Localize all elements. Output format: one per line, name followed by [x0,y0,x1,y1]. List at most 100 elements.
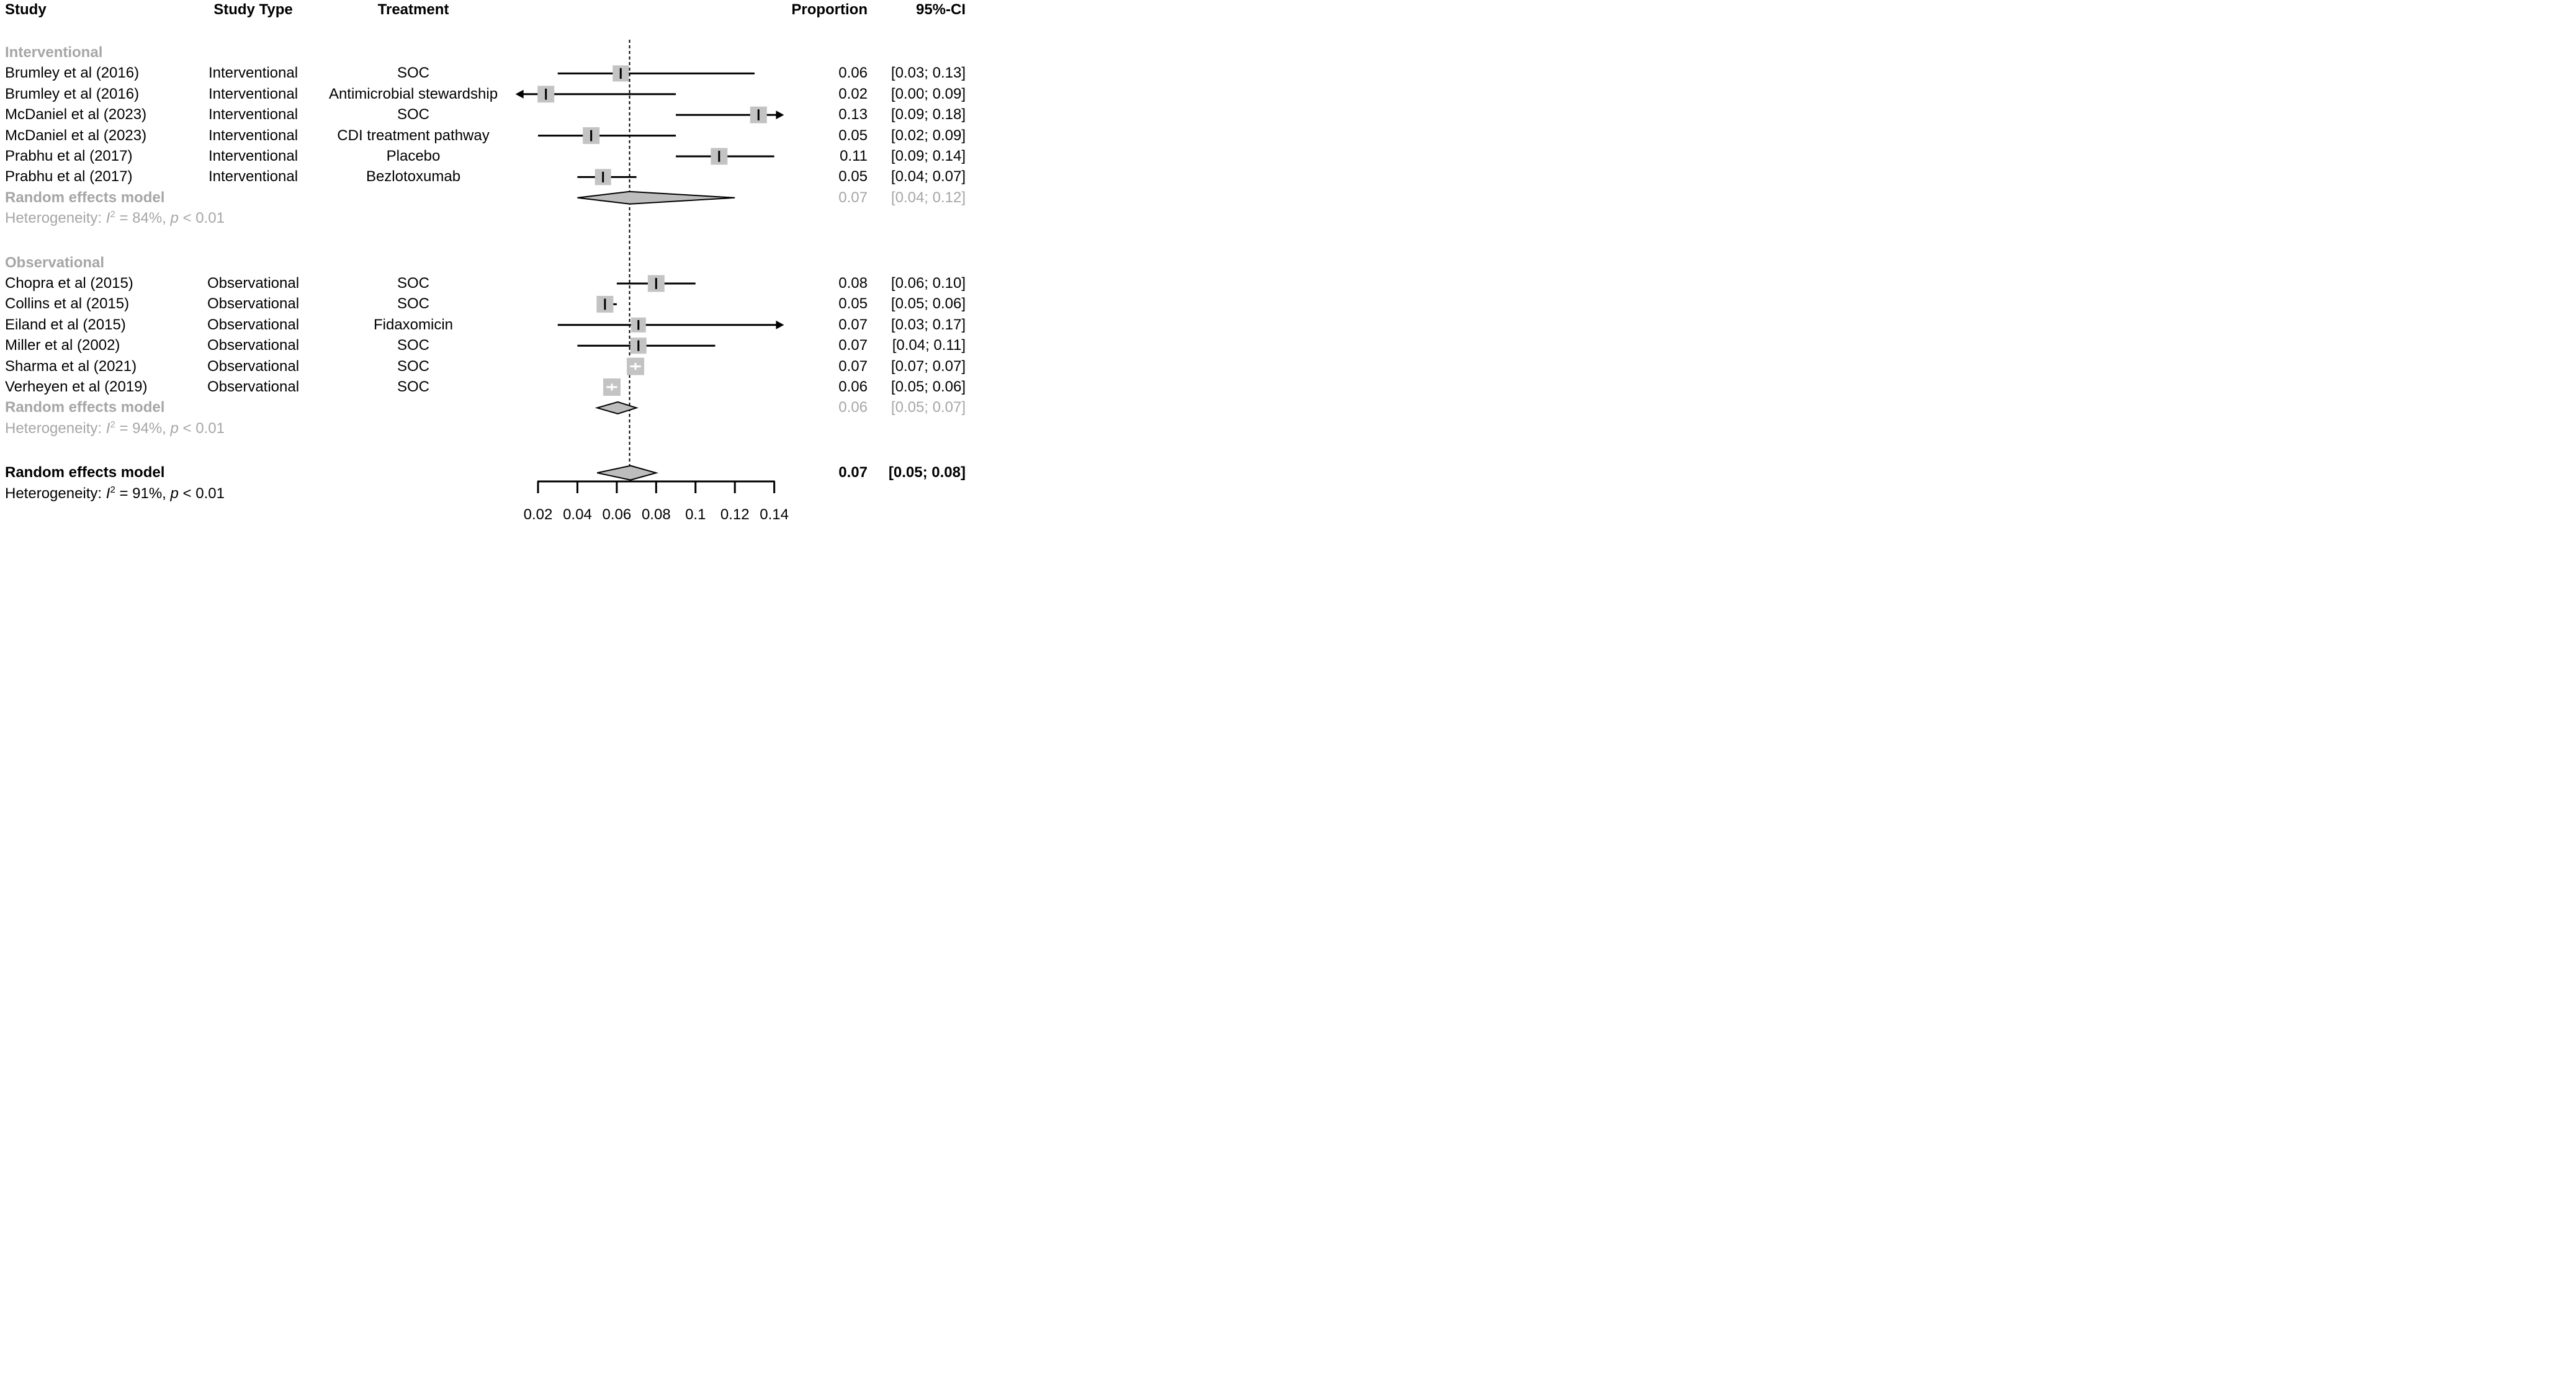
proportion-value: 0.08 [838,275,868,292]
col-header-treatment: Treatment [377,1,449,18]
x-axis-tick-label: 0.12 [720,506,750,523]
proportion-value: 0.07 [838,337,868,354]
summary-diamond [595,401,639,414]
subgroup-summary-row: Random effects model 0.07 [0.04; 0.12] [0,189,968,207]
ci-arrow-right [776,320,784,329]
treatment-name: CDI treatment pathway [337,127,490,144]
study-name: McDaniel et al (2023) [5,127,147,144]
summary-diamond [577,190,735,205]
treatment-name: SOC [397,275,430,292]
ci-value: [0.02; 0.09] [891,127,966,144]
study-type: Interventional [208,106,298,123]
col-header-study-type: Study Type [213,1,293,18]
treatment-name: Antimicrobial stewardship [328,85,498,102]
ci-arrow-right [776,110,784,120]
proportion-value: 0.06 [838,65,868,82]
study-type: Observational [207,295,300,313]
study-row: McDaniel et al (2023) Interventional SOC 0.… [0,106,968,123]
study-row: Verheyen et al (2019) Observational SOC 0.0… [0,378,968,396]
study-name: Brumley et al (2016) [5,65,140,82]
ci-value: [0.03; 0.17] [891,316,966,333]
heterogeneity-row: Heterogeneity: I2 = 94%, p < 0.01 [0,420,968,437]
treatment-name: SOC [397,295,430,313]
treatment-name: Fidaxomicin [373,316,454,333]
summary-proportion: 0.07 [838,189,868,206]
heterogeneity-text: Heterogeneity: I2 = 94%, p < 0.01 [5,419,225,437]
study-type: Observational [207,316,300,333]
study-name: Sharma et al (2021) [5,357,137,375]
study-type: Observational [207,378,300,395]
ci-value: [0.09; 0.14] [891,148,966,164]
study-type: Interventional [208,127,298,144]
x-axis-tick-label: 0.04 [563,506,592,523]
study-name: Miller et al (2002) [5,337,120,354]
study-row: Sharma et al (2021) Observational SOC 0.07 [… [0,358,968,375]
study-name: Prabhu et al (2017) [5,148,133,164]
forest-plot-figure: Study Study Type Treatment Proportion 95… [0,0,968,524]
ci-value: [0.09; 0.18] [891,106,966,123]
x-axis-tick-label: 0.1 [685,506,706,523]
x-axis-tick-label: 0.02 [524,506,553,523]
proportion-value: 0.05 [838,295,868,313]
summary-ci: [0.05; 0.08] [888,464,966,481]
study-name: Collins et al (2015) [5,295,130,313]
ci-arrow-left [515,89,524,99]
ci-value: [0.05; 0.06] [891,295,966,313]
summary-ci: [0.04; 0.12] [891,189,966,206]
summary-proportion: 0.07 [838,464,868,481]
subgroup-summary-row: Random effects model 0.06 [0.05; 0.07] [0,399,968,416]
study-row: Eiland et al (2015) Observational Fidaxomi… [0,316,968,334]
treatment-name: SOC [397,378,430,395]
plot-area: 0.02 0.04 0.06 0.08 0.1 0.12 0.14 [515,40,789,523]
study-type: Interventional [208,85,298,102]
study-row: Miller et al (2002) Observational SOC 0.07 [… [0,337,968,354]
treatment-name: SOC [397,357,430,375]
proportion-value: 0.11 [840,148,868,164]
group-label: Interventional [5,44,103,61]
proportion-value: 0.05 [838,168,868,185]
proportion-value: 0.02 [838,85,868,102]
study-name: Brumley et al (2016) [5,85,140,102]
heterogeneity-text: Heterogeneity: I2 = 91%, p < 0.01 [5,484,225,502]
ci-value: [0.00; 0.09] [891,85,966,102]
treatment-name: SOC [397,65,430,82]
col-header-ci: 95%-CI [915,1,966,18]
ci-value: [0.04; 0.11] [892,337,966,354]
study-row: Prabhu et al (2017) Interventional Bezloto… [0,168,968,185]
summary-label: Random effects model [5,464,165,481]
study-type: Interventional [208,168,298,185]
proportion-value: 0.07 [838,357,868,375]
summary-label: Random effects model [5,399,165,416]
ci-value: [0.05; 0.06] [891,378,966,395]
proportion-value: 0.07 [838,316,868,333]
treatment-name: SOC [397,106,430,123]
group-header-row: Interventional [0,44,968,61]
study-row: Brumley et al (2016) Interventional Antimi… [0,86,968,103]
x-axis-tick-label: 0.06 [603,506,632,523]
study-type: Interventional [208,148,298,164]
study-type: Interventional [208,65,298,82]
ci-value: [0.04; 0.07] [891,168,966,185]
x-axis-tick-label: 0.08 [642,506,671,523]
proportion-value: 0.05 [838,127,868,144]
proportion-value: 0.06 [838,378,868,395]
ci-value: [0.06; 0.10] [891,275,966,292]
treatment-name: SOC [397,337,430,354]
treatment-name: Placebo [386,148,441,164]
study-name: Verheyen et al (2019) [5,378,148,395]
col-header-proportion: Proportion [791,1,868,18]
treatment-name: Bezlotoxumab [366,168,461,185]
summary-label: Random effects model [5,189,165,206]
heterogeneity-text: Heterogeneity: I2 = 84%, p < 0.01 [5,209,225,227]
summary-proportion: 0.06 [838,399,868,416]
study-row: Brumley et al (2016) Interventional SOC 0.0… [0,65,968,82]
summary-diamond [596,465,659,481]
x-axis-tick-label: 0.14 [760,506,789,523]
study-type: Observational [207,275,300,292]
study-name: McDaniel et al (2023) [5,106,147,123]
study-name: Eiland et al (2015) [5,316,126,333]
study-name: Prabhu et al (2017) [5,168,133,185]
study-type: Observational [207,337,300,354]
col-header-study: Study [5,1,47,18]
summary-ci: [0.05; 0.07] [891,399,966,416]
